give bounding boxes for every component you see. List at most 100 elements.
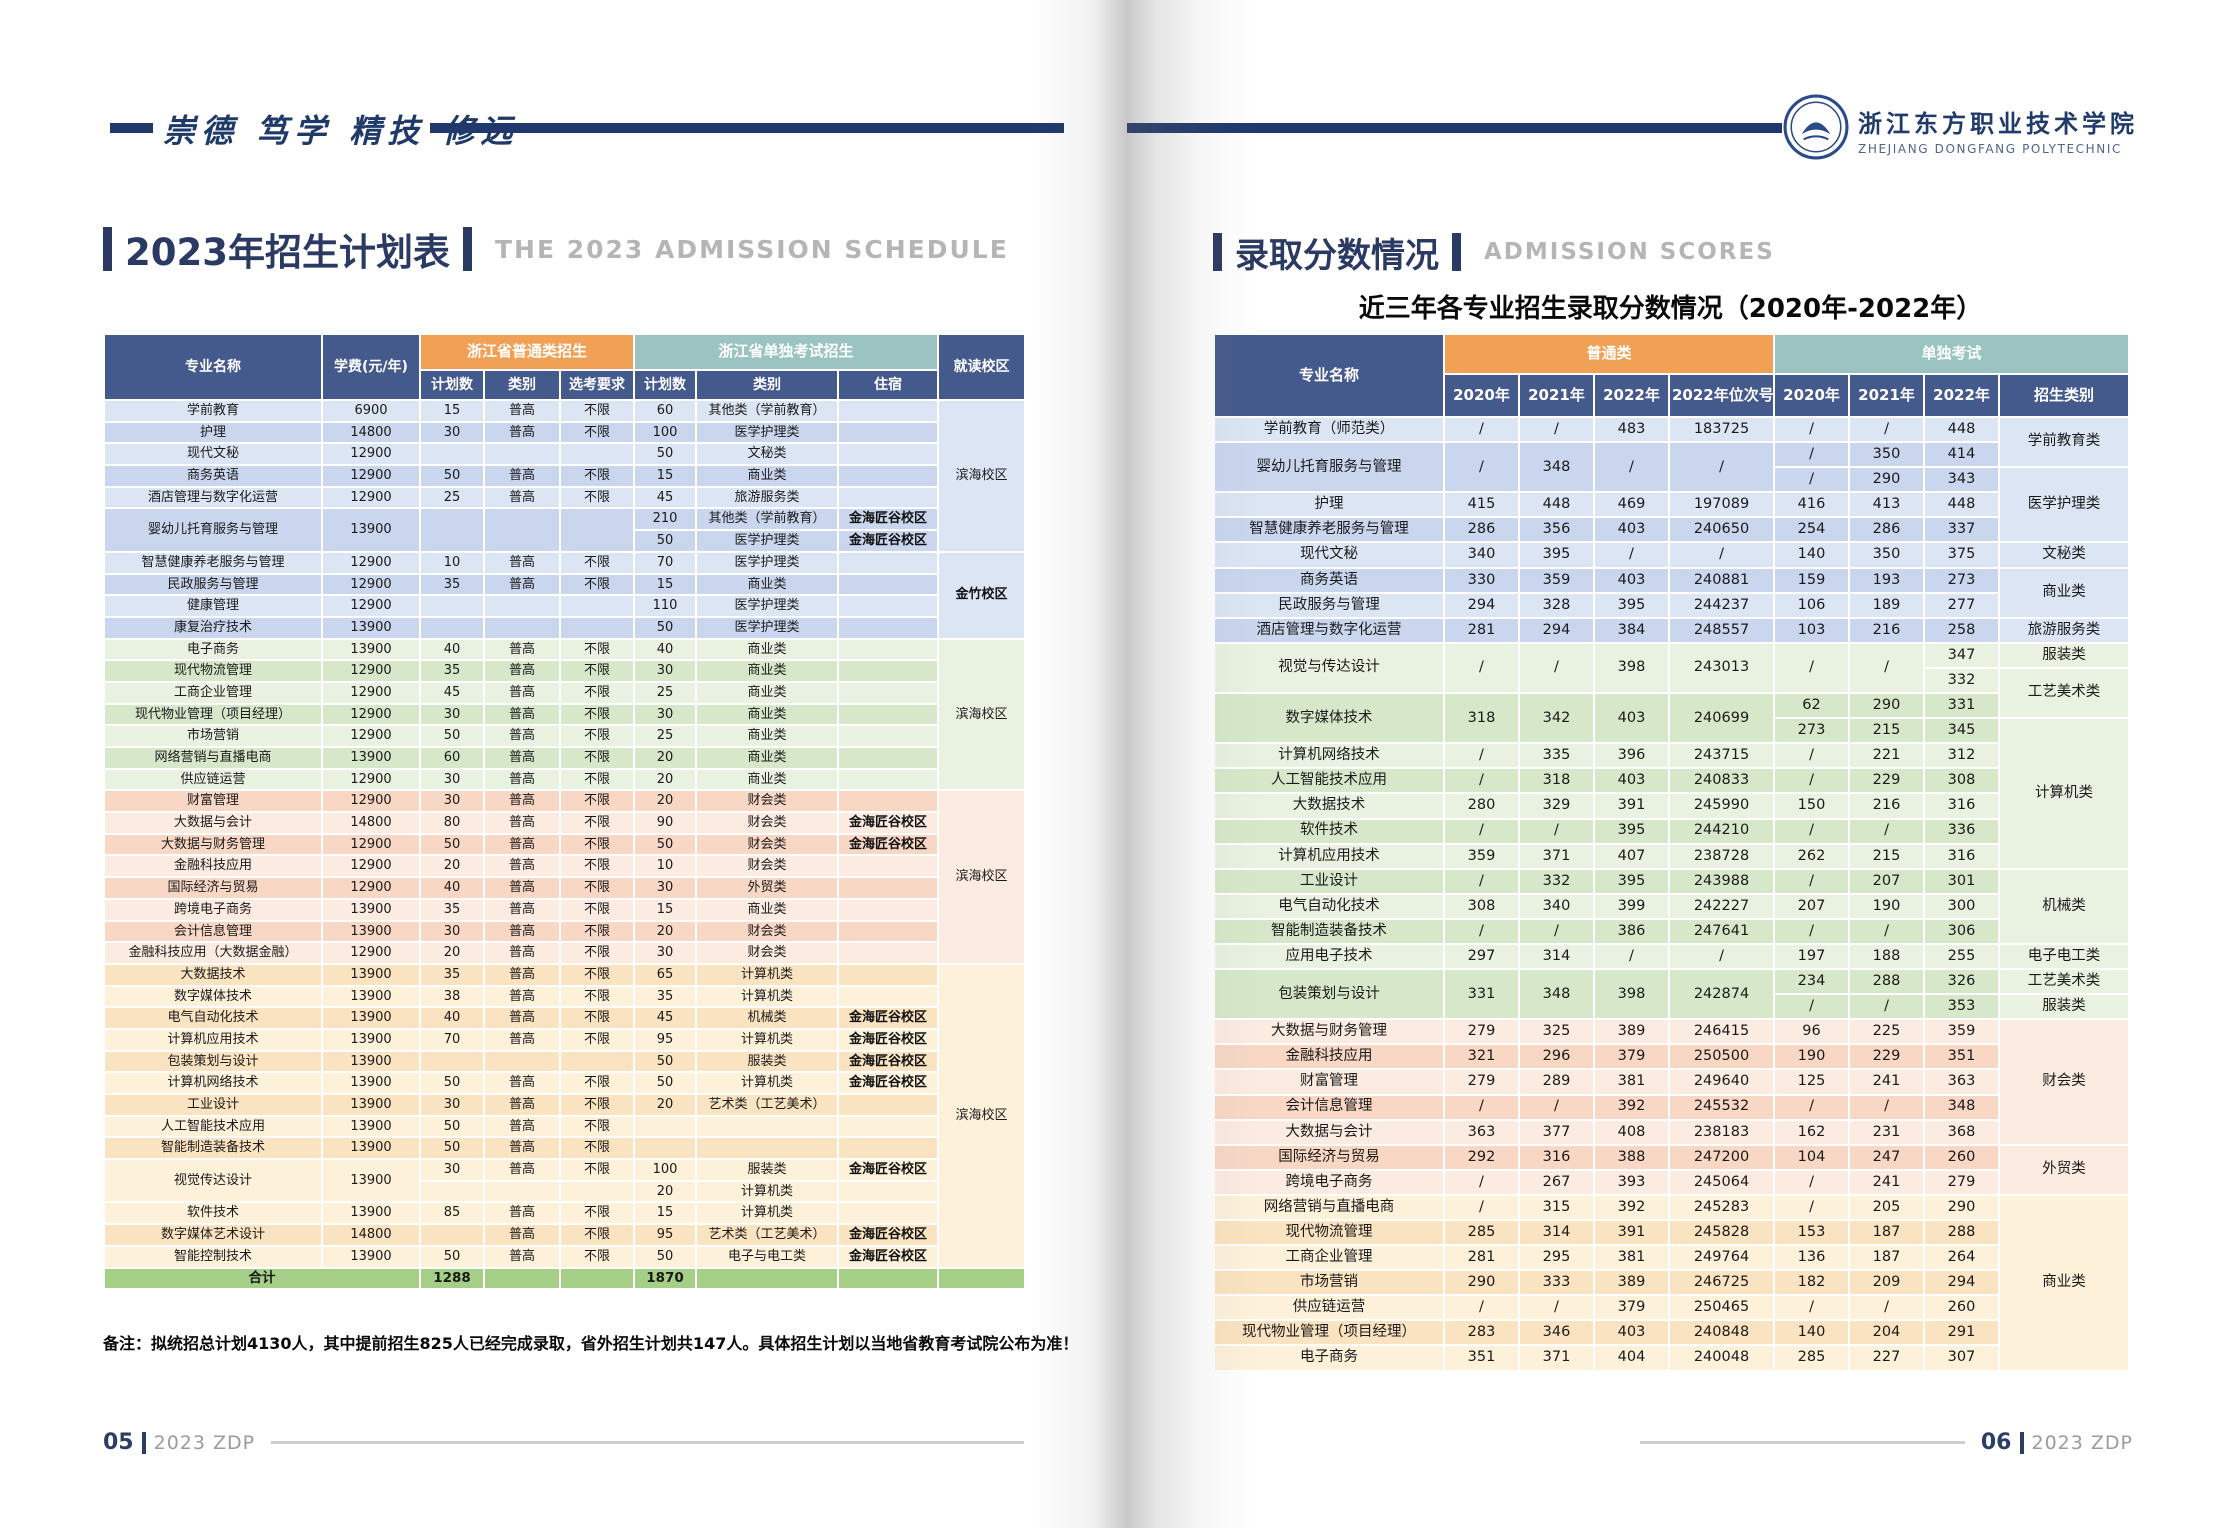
table-cell: / <box>1443 415 1520 444</box>
table-cell: / <box>1773 1193 1851 1222</box>
table-cell: 254 <box>1773 516 1851 544</box>
table-cell: 333 <box>1518 1269 1595 1297</box>
table-row: 智能控制技术 13900 50 普高 不限 50 电子与电工类 金海匠谷校区 <box>103 1244 1025 1269</box>
table-cell: 348 <box>1923 1093 2001 1121</box>
table-cell: 12900 <box>321 680 421 705</box>
table-cell: 跨境电子商务 <box>1213 1168 1445 1196</box>
table-cell: 414 <box>1923 441 2001 469</box>
table-cell: 供应链运营 <box>1213 1294 1445 1322</box>
table-cell <box>483 594 561 618</box>
table-row: 数字媒体技术 13900 38 普高 不限 35 计算机类 <box>103 984 1025 1009</box>
table-cell: 现代物流管理 <box>103 659 323 683</box>
table-cell: 187 <box>1848 1244 1926 1272</box>
table-cell: 371 <box>1518 842 1595 870</box>
table-cell <box>837 962 940 987</box>
table-cell: 290 <box>1848 466 1926 494</box>
table-cell: 13900 <box>321 1006 421 1030</box>
category-cell: 财会类 <box>1998 1018 2131 1146</box>
table-cell: 20 <box>633 789 698 814</box>
table-row: 现代物流管理 285 314 391 245828 153 187 288 <box>1213 1218 2129 1247</box>
table-cell: 106 <box>1773 591 1851 619</box>
table-cell: 469 <box>1593 491 1670 519</box>
table-cell: 计划数 <box>419 369 485 401</box>
table-row: 50 医学护理类 金海匠谷校区 <box>104 529 1025 553</box>
table-cell: 193 <box>1848 566 1926 594</box>
table-cell: 90 <box>633 811 698 835</box>
table-cell: 旅游服务类 <box>695 485 840 510</box>
table-cell: 335 <box>1518 742 1595 770</box>
table-cell <box>837 550 940 575</box>
table-cell: / <box>1593 942 1670 971</box>
table-row: 智慧健康养老服务与管理 12900 10 普高 不限 70 医学护理类 金竹校区 <box>103 550 1027 640</box>
table-cell: 398 <box>1593 968 1670 1021</box>
table-cell: 359 <box>1518 566 1595 594</box>
table-cell: 医学护理类 <box>695 420 840 445</box>
table-cell: / <box>1518 817 1595 845</box>
table-cell: 294 <box>1923 1269 2001 1297</box>
category-cell: 服装类 <box>1998 993 2131 1021</box>
table-cell: 不限 <box>558 550 636 575</box>
table-cell: 359 <box>1443 842 1520 870</box>
table-cell: 306 <box>1923 917 2001 945</box>
table-cell: 45 <box>633 1006 698 1030</box>
table-cell: 290 <box>1848 692 1926 720</box>
table-row: 2020年 2021年 2022年 2022年位次号 2020年 2021年 2022年 招生… <box>1214 373 2131 418</box>
table-cell <box>837 702 940 727</box>
table-cell: 388 <box>1593 1143 1670 1171</box>
table-cell: 财会类 <box>695 789 840 814</box>
table-cell: 359 <box>1923 1018 2001 1046</box>
table-cell: 网络营销与直播电商 <box>1213 1193 1445 1222</box>
table-cell: 273 <box>1773 717 1851 745</box>
table-cell: 住宿 <box>837 369 940 401</box>
table-row: 人工智能技术应用/318 403 240833/229 308 <box>1213 767 2129 795</box>
table-cell <box>419 442 485 467</box>
table-cell: 普高 <box>483 420 561 445</box>
table-cell: 245990 <box>1667 792 1776 820</box>
table-cell: 财富管理 <box>103 789 323 814</box>
table-cell: 50 <box>633 832 698 857</box>
table-cell: 不限 <box>558 897 636 922</box>
table-cell: 国际经济与贸易 <box>103 876 323 900</box>
table-cell: 50 <box>633 1244 698 1269</box>
table-cell: / <box>1773 742 1851 770</box>
table-cell: 大数据技术 <box>103 962 323 987</box>
table-cell: / <box>1848 415 1926 444</box>
table-cell <box>419 1179 485 1204</box>
table-cell: / <box>1773 466 1851 494</box>
table-row: 大数据与会计 363 377 408 238183 162 231 368 <box>1213 1118 2129 1146</box>
table-cell <box>483 1179 561 1204</box>
table-cell: 服装类 <box>695 1158 840 1182</box>
table-cell: 医学护理类 <box>695 550 840 575</box>
table-cell: 273 <box>1923 566 2001 594</box>
table-cell: 网络营销与直播电商 <box>103 746 323 770</box>
table-cell: 康复治疗技术 <box>103 615 323 640</box>
table-cell: 不限 <box>558 919 636 944</box>
table-cell: 245283 <box>1667 1193 1776 1222</box>
table-row: 供应链运营 //379 250465//260 <box>1213 1294 2129 1322</box>
table-cell: 15 <box>633 897 698 922</box>
table-cell: 2021年 <box>1518 373 1595 418</box>
table-cell: 307 <box>1923 1344 2001 1372</box>
table-cell: 金融科技应用 <box>103 854 323 879</box>
table-cell: 244237 <box>1667 591 1776 619</box>
table-cell: 227 <box>1848 1344 1926 1372</box>
table-cell: 财会类 <box>695 832 840 857</box>
table-cell: 403 <box>1593 516 1670 544</box>
table-row: 大数据技术 280 329 391 245990 150 216 316 <box>1213 792 2129 820</box>
table-cell: 软件技术 <box>1213 817 1445 845</box>
table-cell: 375 <box>1923 541 2001 569</box>
table-cell: / <box>1848 817 1926 845</box>
table-cell: 415 <box>1443 491 1520 519</box>
table-cell: 不限 <box>558 680 636 705</box>
table-cell: 20 <box>419 941 485 965</box>
table-cell: 337 <box>1923 516 2001 544</box>
table-cell: / <box>1773 1168 1851 1196</box>
table-cell: 125 <box>1773 1068 1851 1096</box>
table-cell: 医学护理类 <box>695 594 840 618</box>
table-cell: 商业类 <box>695 464 840 488</box>
table-cell <box>483 615 561 640</box>
table-cell <box>837 615 940 640</box>
table-cell: 279 <box>1923 1168 2001 1196</box>
table-cell: 普高 <box>483 854 561 879</box>
